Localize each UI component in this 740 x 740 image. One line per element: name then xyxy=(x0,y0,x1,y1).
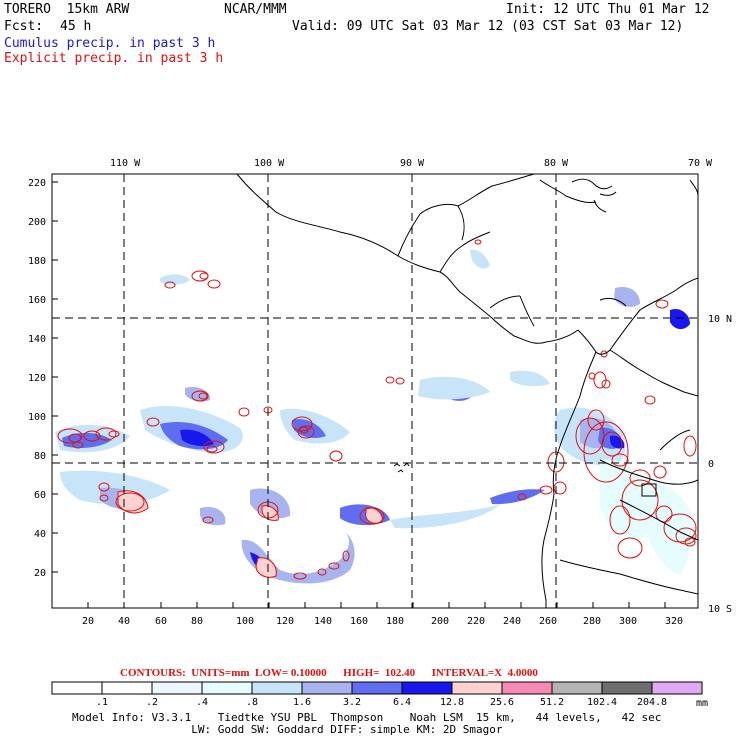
colorbar-swatch xyxy=(201,681,253,695)
colorbar-label: .4 xyxy=(196,697,208,708)
x-tick: 280 xyxy=(583,616,601,627)
x-tick: 260 xyxy=(539,616,557,627)
org-label: NCAR/MMM xyxy=(224,2,287,17)
x-tick: 200 xyxy=(431,616,449,627)
colorbar-swatch xyxy=(101,681,153,695)
y-tick-labels: 20 40 60 80 100 120 140 160 180 200 220 xyxy=(28,178,46,579)
lon-label-110w: 110 W xyxy=(110,158,141,169)
x-tick: 300 xyxy=(619,616,637,627)
legend-explicit: Explicit precip. in past 3 h xyxy=(4,51,224,66)
y-tick: 20 xyxy=(34,568,46,579)
x-tick: 20 xyxy=(82,616,94,627)
valid-time: Valid: 09 UTC Sat 03 Mar 12 (03 CST Sat … xyxy=(292,19,684,34)
colorbar-swatch xyxy=(301,681,353,695)
y-tick: 200 xyxy=(28,217,46,228)
colorbar-label: .1 xyxy=(96,697,108,708)
init-time: Init: 12 UTC Thu 01 Mar 12 xyxy=(506,2,710,17)
colorbar-swatch xyxy=(651,681,703,695)
y-tick: 60 xyxy=(34,490,46,501)
lat-lon-grid xyxy=(52,174,698,608)
colorbar-label: 6.4 xyxy=(393,697,411,708)
colorbar-label: 51.2 xyxy=(540,697,564,708)
forecast-label: Fcst: xyxy=(4,19,44,34)
x-tick: 320 xyxy=(665,616,683,627)
x-tick: 180 xyxy=(386,616,404,627)
y-tick: 140 xyxy=(28,334,46,345)
colorbar-label: 1.6 xyxy=(293,697,311,708)
x-tick: 100 xyxy=(236,616,254,627)
forecast-hour: 45 h xyxy=(60,19,92,34)
x-tick: 160 xyxy=(350,616,368,627)
y-tick: 100 xyxy=(28,412,46,423)
colorbar-swatch xyxy=(551,681,603,695)
lon-label-100w: 100 W xyxy=(254,158,285,169)
x-tick: 140 xyxy=(314,616,332,627)
model-title: TORERO 15km ARW xyxy=(4,2,130,17)
x-tick: 60 xyxy=(155,616,167,627)
model-info-line1: Model Info: V3.3.1 Tiedtke YSU PBL Thomp… xyxy=(72,711,662,724)
colorbar-label: 25.6 xyxy=(490,697,514,708)
colorbar-label: 204.8 xyxy=(637,697,667,708)
x-tick: 80 xyxy=(191,616,203,627)
contour-summary: CONTOURS: UNITS=mm LOW= 0.10000 HIGH= 10… xyxy=(120,667,538,679)
colorbar-label: .2 xyxy=(146,697,158,708)
colorbar-swatch xyxy=(501,681,553,695)
colorbar-unit: mm xyxy=(696,698,708,709)
lat-label-0: 0 xyxy=(708,459,714,470)
x-tick: 220 xyxy=(467,616,485,627)
colorbar-label: 12.8 xyxy=(440,697,464,708)
y-tick: 120 xyxy=(28,373,46,384)
x-tick: 40 xyxy=(118,616,130,627)
y-tick: 80 xyxy=(34,451,46,462)
lat-label-10s: 10 S xyxy=(708,604,732,615)
colorbar xyxy=(51,681,703,695)
x-tick: 120 xyxy=(276,616,294,627)
colorbar-swatch xyxy=(351,681,403,695)
map-frame xyxy=(51,173,699,609)
x-tick: 240 xyxy=(503,616,521,627)
y-tick: 220 xyxy=(28,178,46,189)
y-tick: 180 xyxy=(28,256,46,267)
lon-label-80w: 80 W xyxy=(544,158,569,169)
colorbar-swatch xyxy=(251,681,303,695)
lon-label-90w: 90 W xyxy=(400,158,425,169)
model-info-line2: LW: Godd SW: Goddard DIFF: simple KM: 2D… xyxy=(72,723,503,736)
x-tick-labels: 20 40 60 80 100 120 140 160 180 200 220 … xyxy=(82,616,683,627)
colorbar-swatch xyxy=(151,681,203,695)
colorbar-label: 3.2 xyxy=(343,697,361,708)
y-tick: 160 xyxy=(28,295,46,306)
colorbar-label: .8 xyxy=(246,697,258,708)
lon-label-70w: 70 W xyxy=(688,158,713,169)
colorbar-label: 102.4 xyxy=(587,697,617,708)
colorbar-swatch xyxy=(601,681,653,695)
colorbar-labels: .1 .2 .4 .8 1.6 3.2 6.4 12.8 25.6 51.2 102.4 204.8 xyxy=(96,697,667,708)
explicit-precip-contours xyxy=(57,239,697,580)
colorbar-swatch xyxy=(451,681,503,695)
colorbar-swatch xyxy=(51,681,103,695)
frame-ticks xyxy=(52,181,666,608)
coastlines xyxy=(236,174,698,608)
y-tick: 40 xyxy=(34,529,46,540)
lat-label-10n: 10 N xyxy=(708,314,732,325)
legend-cumulus: Cumulus precip. in past 3 h xyxy=(4,36,216,51)
colorbar-swatch xyxy=(401,681,453,695)
